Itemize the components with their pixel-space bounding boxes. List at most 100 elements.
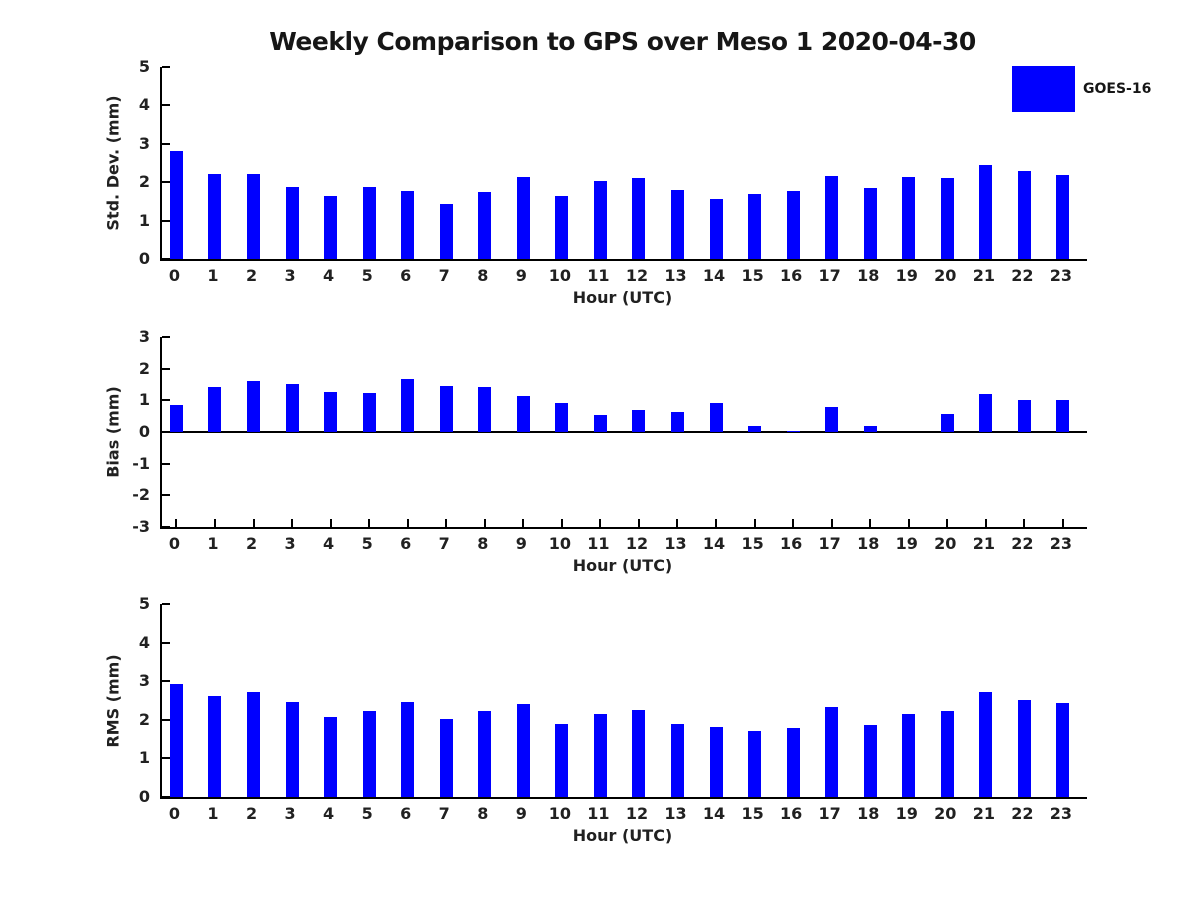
x-tick xyxy=(869,519,872,527)
y-tick-label: 0 xyxy=(138,249,150,268)
y-tick-label: 1 xyxy=(138,748,150,768)
bar-hour-10 xyxy=(555,723,569,797)
bias-x-axis-label: Hour (UTC) xyxy=(572,556,673,575)
x-tick xyxy=(792,519,795,527)
bar-hour-14 xyxy=(709,726,723,797)
bar-hour-21 xyxy=(979,164,993,259)
bar-hour-4 xyxy=(324,716,338,797)
bar-hour-15 xyxy=(748,426,762,432)
y-tick-label: 3 xyxy=(138,327,150,346)
x-tick xyxy=(213,519,216,527)
x-tick-label: 16 xyxy=(779,534,803,553)
x-tick-label: 8 xyxy=(477,266,489,285)
x-tick-label: 4 xyxy=(323,266,335,285)
bar-hour-1 xyxy=(208,695,222,797)
stddev-plot-area: 0 1 2 3 4 5 xyxy=(139,57,1087,268)
x-tick-label: 7 xyxy=(438,534,450,553)
x-tick xyxy=(715,519,718,527)
bar-hour-5 xyxy=(362,186,376,259)
bar-hour-3 xyxy=(285,383,299,432)
x-tick-label: 0 xyxy=(168,804,181,823)
x-tick-label: 4 xyxy=(323,534,335,553)
bar-hour-17 xyxy=(825,406,839,432)
x-tick-label: 2 xyxy=(245,804,258,823)
bar-hour-9 xyxy=(516,703,530,797)
rms-x-axis-label: Hour (UTC) xyxy=(572,826,673,845)
y-tick xyxy=(162,104,170,107)
bar-hour-15 xyxy=(748,193,762,259)
x-tick xyxy=(637,519,640,527)
x-tick-label: 7 xyxy=(438,266,450,285)
bar-hour-17 xyxy=(825,176,839,259)
x-tick-label: 23 xyxy=(1049,534,1073,553)
bar-hour-19 xyxy=(902,714,916,797)
x-tick-label: 12 xyxy=(625,804,649,823)
x-tick-label: 19 xyxy=(895,266,918,285)
bar-hour-14 xyxy=(709,402,723,432)
x-tick-label: 21 xyxy=(972,266,995,285)
x-tick-label: 17 xyxy=(818,266,841,285)
bar-hour-18 xyxy=(863,187,877,259)
y-tick xyxy=(162,462,170,465)
x-tick-label: 1 xyxy=(207,534,219,553)
bar-hour-11 xyxy=(593,181,607,259)
bar-hour-0 xyxy=(169,150,183,259)
x-tick-label: 1 xyxy=(207,266,219,285)
y-tick xyxy=(162,219,170,222)
y-tick-label: 4 xyxy=(138,95,150,115)
x-tick-label: 9 xyxy=(515,266,527,285)
x-tick xyxy=(329,519,332,527)
x-tick xyxy=(984,519,987,527)
x-tick xyxy=(252,519,255,527)
x-tick-label: 5 xyxy=(361,266,373,285)
bar-hour-17 xyxy=(825,707,839,797)
y-tick xyxy=(162,336,170,338)
x-tick-label: 1 xyxy=(207,804,219,823)
x-tick-label: 6 xyxy=(400,266,412,285)
y-tick xyxy=(162,641,170,644)
x-tick-label: 15 xyxy=(741,804,764,823)
x-tick-label: 5 xyxy=(361,804,373,823)
bar-hour-19 xyxy=(902,177,916,259)
bar-hour-2 xyxy=(247,381,261,432)
bar-hour-12 xyxy=(632,710,646,797)
x-tick-label: 19 xyxy=(895,804,918,823)
bar-hour-23 xyxy=(1056,703,1070,797)
x-tick-label: 22 xyxy=(1011,534,1034,553)
x-tick-label: 23 xyxy=(1049,266,1073,285)
bar-hour-4 xyxy=(324,392,338,432)
x-tick-label: 12 xyxy=(625,266,649,285)
bar-hour-18 xyxy=(863,724,877,797)
bar-hour-20 xyxy=(940,413,954,432)
x-tick xyxy=(599,519,602,527)
x-tick xyxy=(676,519,679,527)
bar-hour-7 xyxy=(439,204,453,259)
x-tick xyxy=(522,519,525,527)
bar-hour-18 xyxy=(863,426,877,432)
x-tick-label: 10 xyxy=(548,534,571,553)
y-tick-label: 3 xyxy=(138,671,150,691)
bar-hour-6 xyxy=(401,702,415,797)
y-tick-label: -1 xyxy=(132,453,150,473)
bar-hour-0 xyxy=(169,683,183,797)
x-tick-label: 19 xyxy=(895,534,918,553)
x-tick-label: 13 xyxy=(664,534,687,553)
bar-hour-20 xyxy=(940,710,954,797)
bar-hour-23 xyxy=(1056,399,1070,432)
x-tick-label: 21 xyxy=(972,804,995,823)
bar-hour-5 xyxy=(362,393,376,432)
x-tick-label: 13 xyxy=(664,266,687,285)
bar-hour-12 xyxy=(632,178,646,259)
legend-swatch-goes16 xyxy=(1012,66,1075,112)
y-tick xyxy=(162,142,170,145)
x-tick-label: 21 xyxy=(972,534,995,553)
bar-hour-16 xyxy=(786,727,800,797)
stddev-x-axis-label: Hour (UTC) xyxy=(572,288,673,307)
x-tick-label: 4 xyxy=(323,804,335,823)
y-tick-label: 5 xyxy=(138,57,150,76)
y-tick-label: 0 xyxy=(138,422,150,441)
bar-hour-1 xyxy=(208,173,222,259)
rms-plot-area: 0 1 2 3 4 5 xyxy=(139,594,1087,806)
